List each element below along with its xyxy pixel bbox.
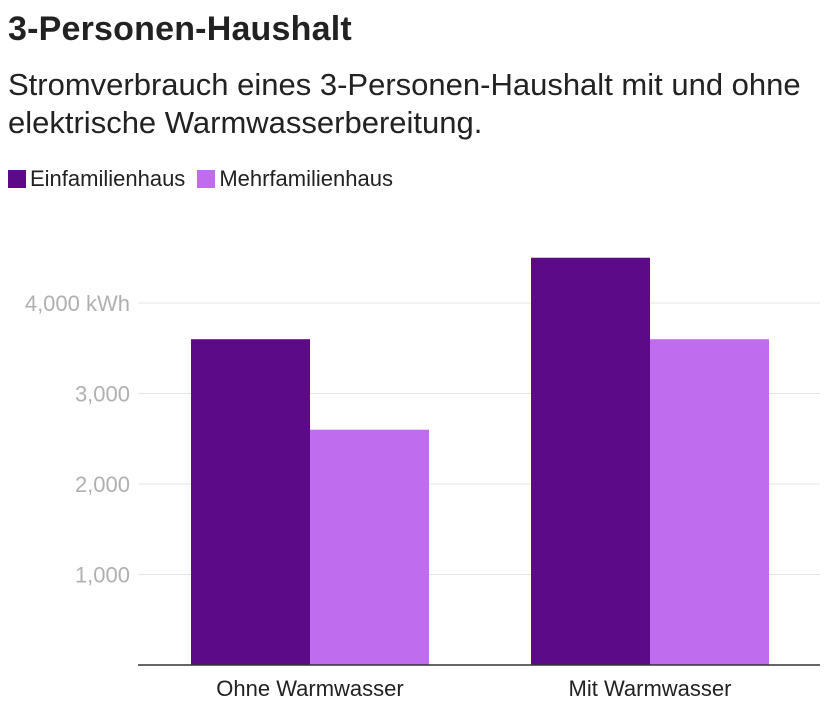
- legend-swatch-einfamilienhaus: [8, 170, 26, 188]
- y-tick-label: 1,000: [75, 563, 130, 588]
- chart-title: 3-Personen-Haushalt: [8, 10, 352, 48]
- legend-item-mehrfamilienhaus: Mehrfamilienhaus: [197, 166, 393, 192]
- x-tick-label: Mit Warmwasser: [569, 676, 732, 701]
- x-tick-label: Ohne Warmwasser: [216, 676, 403, 701]
- legend-label-mehrfamilienhaus: Mehrfamilienhaus: [219, 166, 393, 191]
- legend-label-einfamilienhaus: Einfamilienhaus: [30, 166, 186, 191]
- bar-einfamilienhaus-0: [191, 339, 310, 665]
- y-tick-label: 2,000: [75, 472, 130, 497]
- legend-item-einfamilienhaus: Einfamilienhaus: [8, 166, 185, 192]
- legend: Einfamilienhaus Mehrfamilienhaus: [8, 166, 405, 192]
- legend-swatch-mehrfamilienhaus: [197, 170, 216, 188]
- bar-mehrfamilienhaus-0: [310, 429, 429, 665]
- bar-einfamilienhaus-1: [531, 257, 650, 665]
- bar-mehrfamilienhaus-1: [650, 339, 769, 665]
- y-tick-label: 3,000: [75, 382, 130, 407]
- chart-subtitle: Stromverbrauch eines 3-Personen-Haushalt…: [8, 67, 801, 140]
- y-tick-label: 4,000 kWh: [25, 291, 130, 316]
